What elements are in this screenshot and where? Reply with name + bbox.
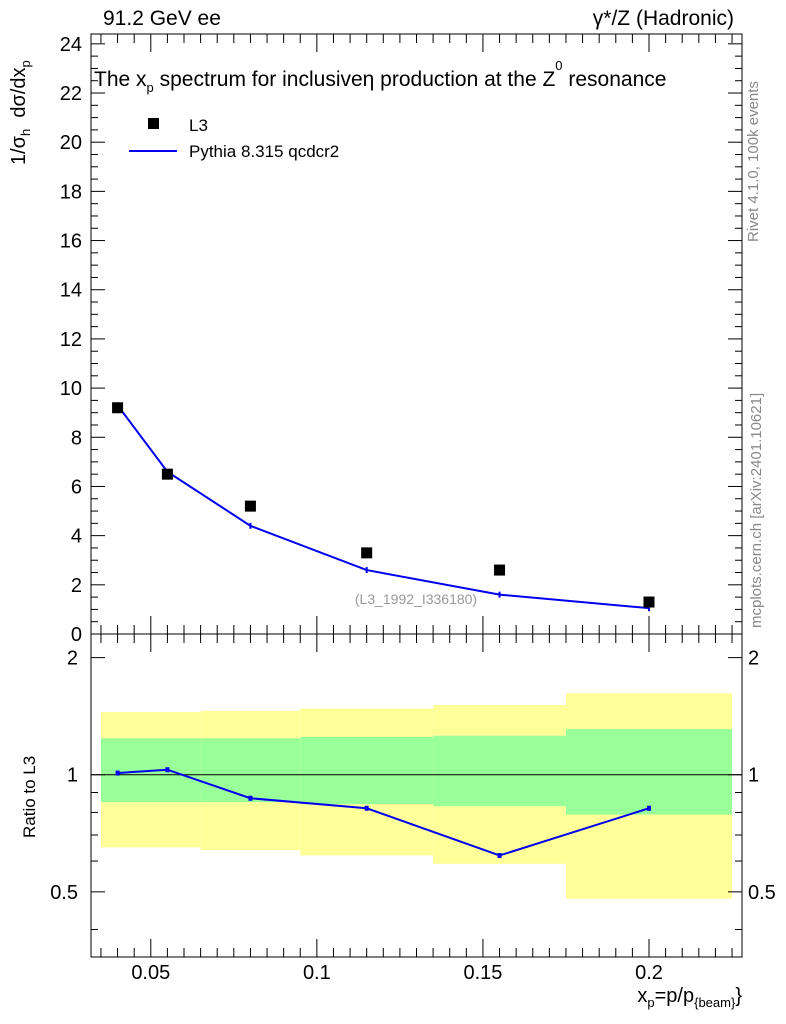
stat-band-2: [300, 737, 434, 805]
data-point: [112, 402, 124, 414]
mc-ratio-point: [497, 852, 502, 858]
upper-y-tick-label: 2: [71, 575, 82, 597]
upper-y-tick-label: 4: [71, 526, 82, 548]
upper-y-tick-label: 0: [71, 624, 82, 646]
x-tick-label: 0.15: [463, 962, 502, 984]
x-axis-label: xp=p/p{beam}}: [637, 985, 742, 1010]
upper-y-tick-label: 12: [60, 329, 82, 351]
upper-y-tick-label: 10: [60, 378, 82, 400]
x-tick-label: 0.2: [635, 962, 663, 984]
mc-ratio-point: [165, 767, 170, 773]
upper-y-tick-label: 24: [60, 34, 82, 56]
data-point: [361, 547, 373, 559]
upper-y-tick-label: 14: [60, 280, 82, 302]
upper-y-tick-label: 8: [71, 427, 82, 449]
upper-y-tick-label: 16: [60, 231, 82, 253]
upper-y-tick-label: 6: [71, 476, 82, 498]
stat-band-4: [565, 729, 733, 815]
mc-ratio-point: [364, 805, 369, 811]
ratio-y-tick-label-right: 1: [748, 765, 759, 787]
mc-ratio-point: [647, 805, 651, 811]
mc-ratio-point: [115, 770, 120, 776]
legend-mc-label: Pythia 8.315 qcdcr2: [189, 142, 339, 161]
mc-ratio-line: [117, 768, 650, 857]
x-tick-label: 0.05: [131, 962, 170, 984]
upper-y-tick-label: 18: [60, 181, 82, 203]
mc-upper-line: [116, 404, 650, 610]
legend-data-marker: [148, 118, 159, 129]
ratio-y-tick-label-left: 2: [67, 648, 78, 670]
process-label: γ*/Z (Hadronic): [592, 7, 734, 30]
data-point: [161, 468, 173, 480]
legend-data-label: L3: [189, 116, 208, 135]
data-point: [643, 596, 655, 608]
x-tick-label: 0.1: [303, 962, 331, 984]
upper-y-tick-label: 20: [60, 132, 82, 154]
stat-band-3: [433, 735, 566, 807]
upper-y-tick-label: 22: [60, 83, 82, 105]
data-point: [494, 564, 506, 576]
ratio-y-tick-label-left: 1: [67, 765, 78, 787]
ratio-y-tick-label-right: 2: [748, 648, 759, 670]
ratio-y-tick-label-left: 0.5: [50, 882, 78, 904]
mc-ratio-point: [248, 795, 253, 801]
plot-title: The xp spectrum for inclusiveη productio…: [94, 58, 666, 95]
analysis-watermark: (L3_1992_I336180): [355, 591, 477, 607]
ratio-y-tick-label-right: 0.5: [748, 882, 776, 904]
stat-band-1: [200, 738, 301, 803]
data-point: [244, 500, 256, 512]
energy-label: 91.2 GeV ee: [103, 7, 221, 30]
